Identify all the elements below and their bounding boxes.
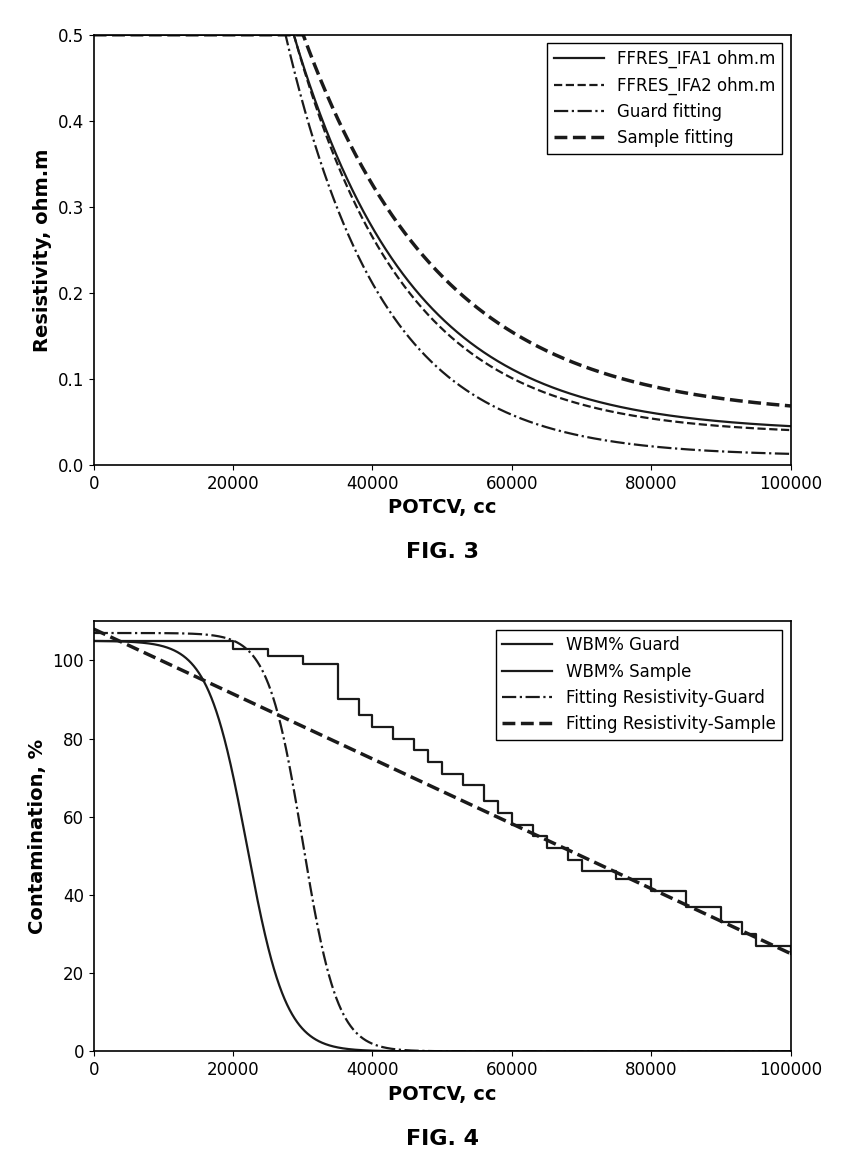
WBM% Sample — [298, 657, 308, 671]
Sample fitting — [88, 28, 99, 42]
Sample fitting — [541, 344, 552, 358]
WBM% Sample — [737, 927, 747, 941]
WBM% Sample — [228, 642, 238, 656]
Guard fitting — [609, 435, 619, 449]
WBM% Guard — [661, 1044, 672, 1058]
WBM% Guard — [541, 1044, 552, 1058]
Fitting Resistivity-Sample — [541, 833, 552, 847]
Guard fitting — [88, 28, 99, 42]
WBM% Sample — [479, 794, 489, 808]
Sample fitting — [215, 28, 225, 42]
Guard fitting — [507, 408, 517, 422]
WBM% Sample — [193, 633, 203, 647]
FFRES_IFA2 ohm.m — [215, 28, 225, 42]
WBM% Sample — [423, 755, 434, 769]
Guard fitting — [785, 447, 796, 461]
WBM% Guard — [88, 633, 99, 647]
FFRES_IFA2 ohm.m — [355, 206, 366, 221]
Y-axis label: Contamination, %: Contamination, % — [28, 739, 47, 934]
Legend: WBM% Guard, WBM% Sample, Fitting Resistivity-Guard, Fitting Resistivity-Sample: WBM% Guard, WBM% Sample, Fitting Resisti… — [496, 630, 782, 740]
Fitting Resistivity-Sample — [785, 947, 796, 961]
WBM% Guard — [355, 1043, 366, 1057]
Sample fitting — [785, 399, 796, 413]
FFRES_IFA1 ohm.m — [609, 399, 619, 413]
Line: Fitting Resistivity-Guard: Fitting Resistivity-Guard — [94, 633, 790, 1051]
WBM% Sample — [88, 633, 99, 647]
X-axis label: POTCV, cc: POTCV, cc — [388, 499, 496, 517]
Line: FFRES_IFA1 ohm.m: FFRES_IFA1 ohm.m — [94, 35, 790, 426]
Fitting Resistivity-Sample — [609, 865, 619, 879]
WBM% Sample — [507, 818, 517, 832]
Line: FFRES_IFA2 ohm.m: FFRES_IFA2 ohm.m — [94, 35, 790, 430]
WBM% Sample — [437, 767, 447, 781]
FFRES_IFA1 ohm.m — [541, 378, 552, 392]
FFRES_IFA1 ohm.m — [507, 362, 517, 377]
Line: WBM% Sample: WBM% Sample — [94, 640, 790, 954]
WBM% Sample — [409, 744, 419, 758]
WBM% Sample — [611, 873, 621, 887]
Fitting Resistivity-Guard — [507, 1044, 517, 1058]
Guard fitting — [541, 420, 552, 434]
Text: FIG. 3: FIG. 3 — [405, 542, 479, 562]
Fitting Resistivity-Guard — [541, 1044, 552, 1058]
Sample fitting — [609, 369, 619, 384]
Y-axis label: Resistivity, ohm.m: Resistivity, ohm.m — [33, 148, 52, 352]
WBM% Sample — [541, 841, 552, 855]
FFRES_IFA1 ohm.m — [215, 28, 225, 42]
WBM% Sample — [332, 692, 343, 706]
WBM% Sample — [367, 720, 377, 734]
Fitting Resistivity-Sample — [355, 746, 366, 760]
WBM% Guard — [215, 717, 225, 731]
Fitting Resistivity-Guard — [88, 626, 99, 640]
WBM% Guard — [609, 1044, 619, 1058]
FFRES_IFA1 ohm.m — [88, 28, 99, 42]
Sample fitting — [355, 156, 366, 170]
FFRES_IFA2 ohm.m — [609, 405, 619, 419]
Legend: FFRES_IFA1 ohm.m, FFRES_IFA2 ohm.m, Guard fitting, Sample fitting: FFRES_IFA1 ohm.m, FFRES_IFA2 ohm.m, Guar… — [547, 43, 782, 154]
WBM% Sample — [493, 806, 503, 820]
Fitting Resistivity-Guard — [215, 630, 225, 644]
Fitting Resistivity-Sample — [661, 889, 672, 903]
Line: Sample fitting: Sample fitting — [94, 35, 790, 406]
WBM% Sample — [263, 650, 273, 664]
FFRES_IFA2 ohm.m — [507, 371, 517, 385]
WBM% Sample — [751, 938, 761, 952]
Text: FIG. 4: FIG. 4 — [405, 1128, 479, 1148]
Line: Fitting Resistivity-Sample: Fitting Resistivity-Sample — [94, 629, 790, 954]
FFRES_IFA2 ohm.m — [661, 414, 672, 428]
WBM% Sample — [785, 947, 796, 961]
WBM% Sample — [576, 865, 586, 879]
Fitting Resistivity-Sample — [507, 816, 517, 830]
WBM% Sample — [528, 829, 538, 843]
FFRES_IFA1 ohm.m — [661, 408, 672, 422]
WBM% Sample — [646, 884, 656, 899]
Fitting Resistivity-Guard — [785, 1044, 796, 1058]
Guard fitting — [661, 441, 672, 455]
Fitting Resistivity-Guard — [661, 1044, 672, 1058]
WBM% Sample — [563, 853, 573, 867]
WBM% Guard — [507, 1044, 517, 1058]
Fitting Resistivity-Sample — [215, 682, 225, 696]
WBM% Sample — [681, 900, 691, 914]
FFRES_IFA2 ohm.m — [88, 28, 99, 42]
FFRES_IFA1 ohm.m — [355, 198, 366, 212]
Fitting Resistivity-Sample — [88, 622, 99, 636]
Fitting Resistivity-Guard — [609, 1044, 619, 1058]
Line: WBM% Guard: WBM% Guard — [94, 640, 790, 1051]
Guard fitting — [215, 28, 225, 42]
Guard fitting — [355, 252, 366, 266]
FFRES_IFA2 ohm.m — [785, 423, 796, 438]
WBM% Sample — [354, 708, 364, 723]
FFRES_IFA1 ohm.m — [785, 419, 796, 433]
FFRES_IFA2 ohm.m — [541, 386, 552, 400]
Line: Guard fitting: Guard fitting — [94, 35, 790, 454]
WBM% Guard — [785, 1044, 796, 1058]
Sample fitting — [507, 325, 517, 339]
Sample fitting — [661, 382, 672, 396]
WBM% Sample — [388, 732, 399, 746]
WBM% Sample — [716, 915, 726, 929]
Fitting Resistivity-Guard — [355, 1029, 366, 1043]
X-axis label: POTCV, cc: POTCV, cc — [388, 1085, 496, 1104]
WBM% Sample — [458, 779, 468, 793]
